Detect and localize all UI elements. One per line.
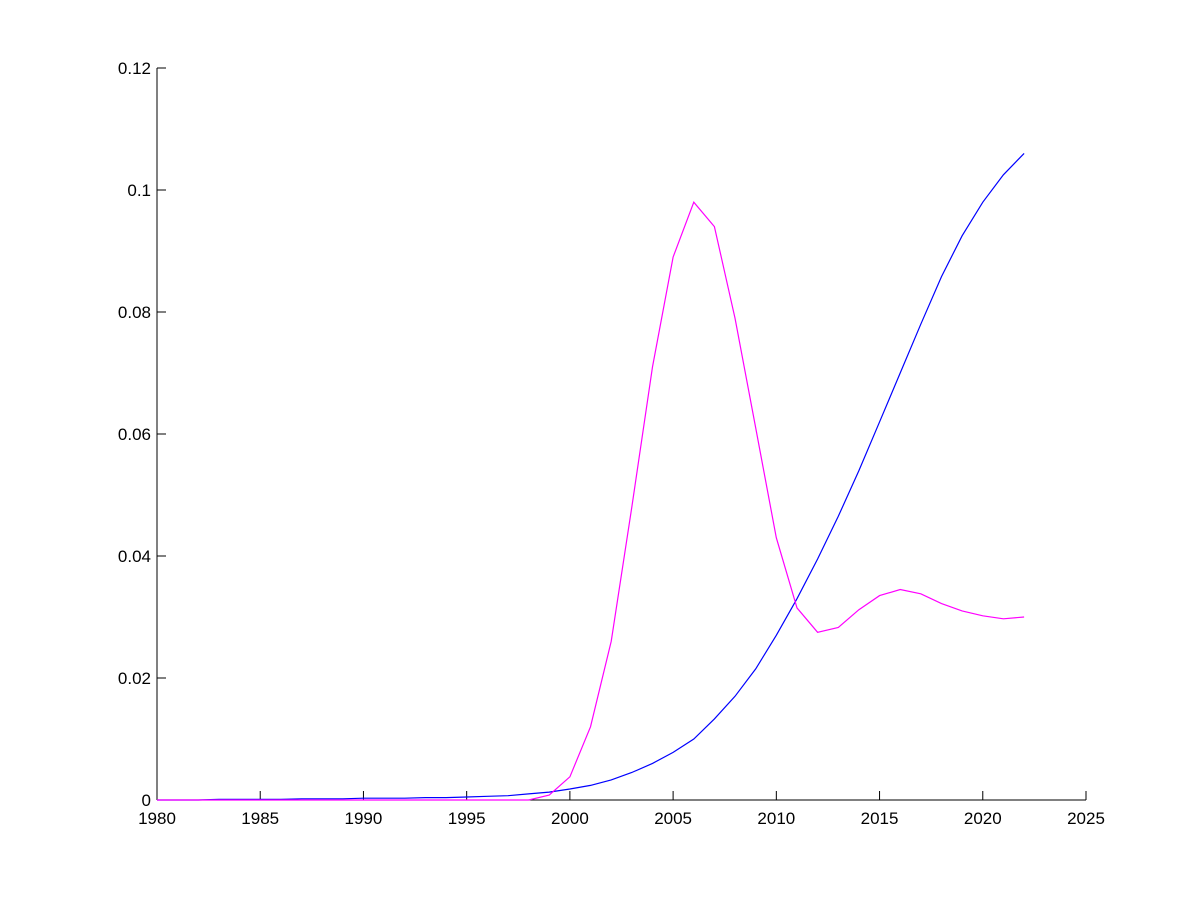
x-tick-label: 2010 bbox=[757, 809, 795, 828]
y-tick-label: 0.08 bbox=[118, 303, 151, 322]
x-tick-label: 2015 bbox=[861, 809, 899, 828]
x-tick-label: 2005 bbox=[654, 809, 692, 828]
x-tick-label: 1980 bbox=[138, 809, 176, 828]
x-tick-label: 1995 bbox=[448, 809, 486, 828]
series-line-2 bbox=[157, 201, 1025, 801]
x-tick-label: 2020 bbox=[964, 809, 1002, 828]
y-tick-label: 0.06 bbox=[118, 425, 151, 444]
x-tick-label: 2025 bbox=[1067, 809, 1105, 828]
y-tick-label: 0.02 bbox=[118, 669, 151, 688]
y-tick-label: 0.1 bbox=[127, 181, 151, 200]
series-line-1 bbox=[157, 152, 1025, 801]
y-tick-label: 0 bbox=[142, 791, 151, 810]
x-tick-label: 2000 bbox=[551, 809, 589, 828]
y-tick-label: 0.04 bbox=[118, 547, 151, 566]
x-tick-label: 1990 bbox=[345, 809, 383, 828]
x-tick-label: 1985 bbox=[241, 809, 279, 828]
y-tick-label: 0.12 bbox=[118, 59, 151, 78]
